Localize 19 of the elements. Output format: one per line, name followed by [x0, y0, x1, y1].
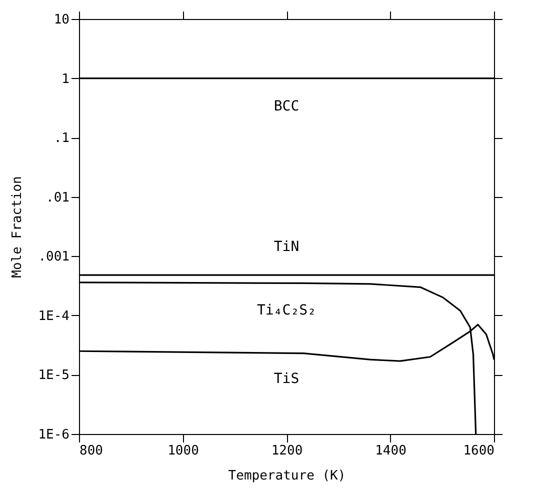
y-tick-label: 1 [62, 72, 70, 87]
x-tick-label: 800 [80, 444, 103, 458]
x-tick-label: 1400 [375, 444, 406, 458]
annotation: BCC [274, 98, 300, 114]
annotation: Ti₄C₂S₂ [256, 302, 316, 318]
x-tick-label: 1600 [463, 444, 494, 458]
y-tick-label: .01 [46, 190, 70, 206]
x-tick-label: 1200 [271, 444, 303, 458]
y-tick-label: 1E-5 [38, 368, 70, 384]
y-tick-label: 10 [54, 12, 70, 28]
x-tick-label: 1000 [168, 444, 199, 458]
x-axis-title: Temperature (K) [228, 468, 346, 484]
annotation: TiN [274, 239, 300, 256]
y-axis-title: Mole Fraction [10, 176, 26, 278]
y-tick-label: .001 [38, 250, 70, 265]
y-tick-label: 1E-4 [38, 308, 70, 324]
annotation: TiS [274, 371, 300, 388]
y-tick-label: 1E-6 [38, 428, 70, 442]
y-tick-label: .1 [54, 131, 70, 146]
